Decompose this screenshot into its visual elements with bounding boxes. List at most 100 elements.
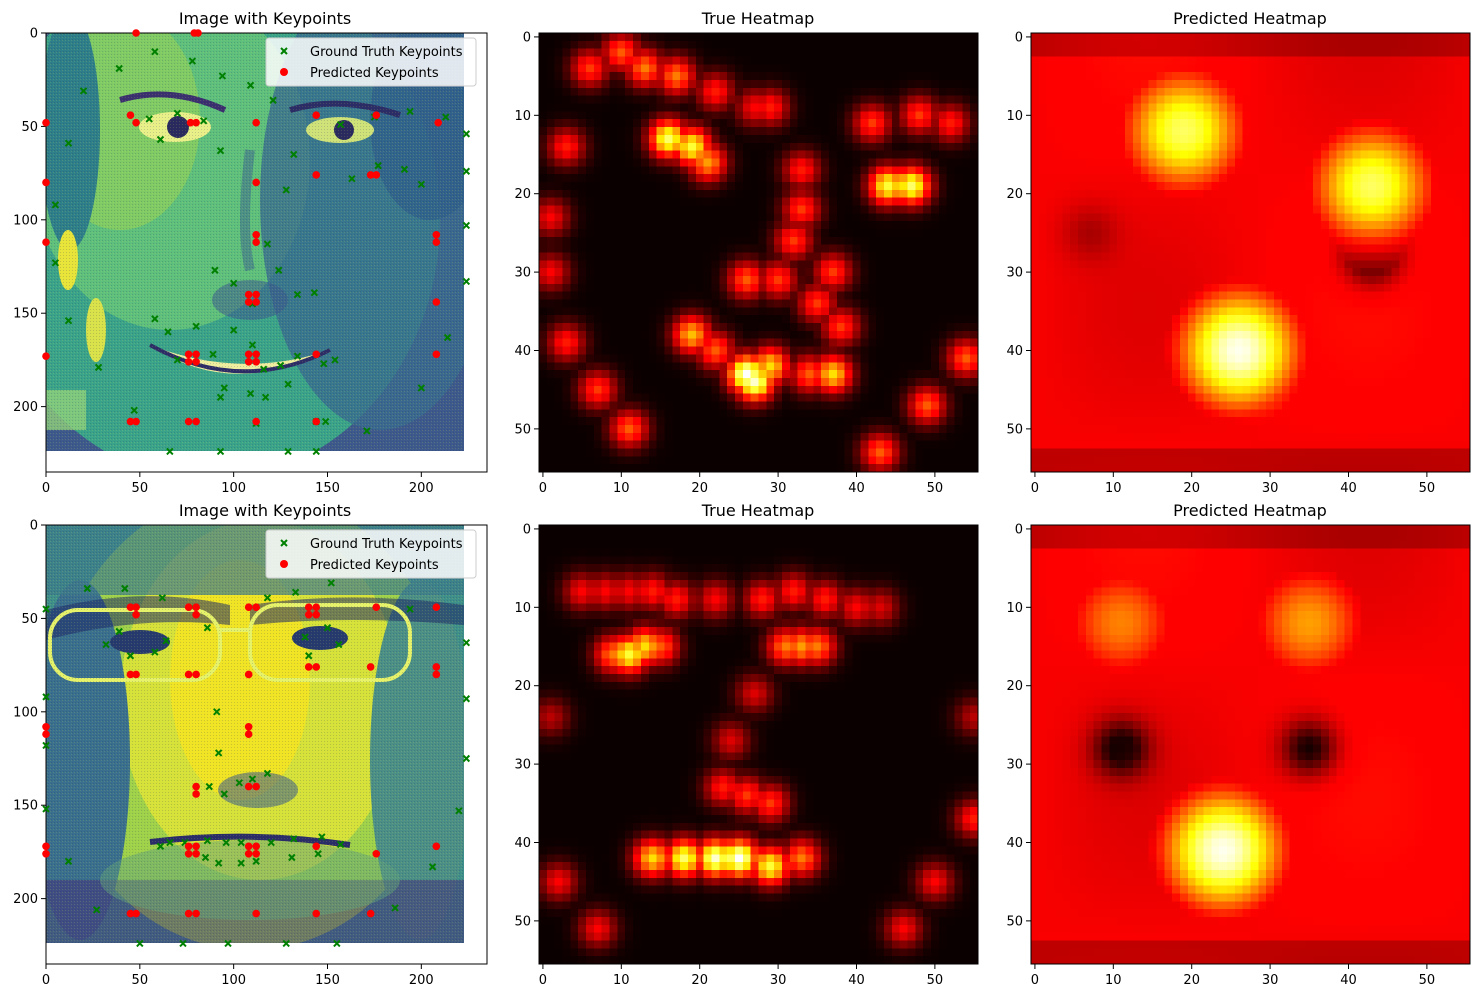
ground-truth-point	[263, 240, 272, 248]
predicted-point	[312, 663, 321, 671]
predicted-point	[252, 842, 260, 851]
predicted-heatmap-image	[1031, 33, 1470, 472]
ground-truth-point	[201, 853, 210, 862]
true-heatmap-image	[539, 33, 978, 472]
ground-truth-point	[246, 81, 255, 90]
x-tick-label: 10	[1105, 481, 1122, 496]
ground-truth-point	[213, 708, 221, 716]
legend: Ground Truth Keypoints Predicted Keypoin…	[265, 529, 477, 579]
axes-frame	[1030, 32, 1471, 473]
predicted-point	[244, 350, 253, 359]
predicted-point	[42, 238, 50, 247]
axes-frame	[538, 32, 979, 473]
x-tick-label: 50	[927, 481, 944, 496]
ground-truth-point	[314, 850, 322, 858]
predicted-point	[192, 842, 200, 851]
y-tick-label: 100	[13, 705, 38, 720]
predicted-point	[244, 849, 253, 858]
predicted-point	[132, 417, 140, 426]
y-tick-label: 50	[21, 612, 38, 627]
y-tick-label: 30	[1006, 266, 1023, 281]
predicted-heatmap-image	[1031, 525, 1470, 964]
ground-truth-point	[269, 96, 277, 104]
ground-truth-point	[417, 384, 426, 392]
ground-truth-point	[173, 356, 182, 364]
x-tick-label: 20	[1183, 481, 1200, 496]
predicted-point	[42, 118, 50, 127]
predicted-point	[432, 603, 441, 611]
x-tick-label: 10	[613, 481, 630, 496]
predicted-point	[312, 842, 321, 851]
predicted-point	[126, 909, 135, 918]
ground-truth-point	[417, 180, 426, 189]
legend-box	[265, 529, 477, 579]
y-tick-label: 50	[1006, 422, 1023, 437]
ground-truth-point	[136, 939, 144, 948]
ground-truth-point	[115, 627, 123, 636]
ground-truth-point	[151, 315, 159, 323]
ground-truth-point	[205, 782, 213, 791]
x-tick-label: 30	[770, 973, 787, 988]
panel-title: Image with Keypoints	[179, 501, 351, 520]
y-tick-label: 150	[13, 307, 38, 322]
predicted-point	[194, 29, 202, 37]
x-tick-label: 50	[132, 481, 149, 496]
predicted-point	[132, 603, 140, 611]
predicted-point	[252, 230, 260, 239]
predicted-point	[366, 909, 375, 918]
panel-r1c0: Image with Keypoints	[13, 501, 488, 988]
predicted-point	[366, 171, 375, 179]
y-tick-label: 40	[1006, 836, 1023, 851]
predicted-point	[304, 610, 313, 619]
predicted-point	[126, 603, 135, 611]
predicted-point	[252, 603, 260, 611]
predicted-point	[184, 350, 193, 359]
ground-truth-point	[115, 64, 123, 73]
axes-frame	[538, 524, 979, 965]
ground-truth-point	[336, 120, 345, 129]
ground-truth-point	[335, 640, 343, 649]
x-tick-label: 10	[613, 973, 630, 988]
panel-title: Predicted Heatmap	[1173, 501, 1327, 520]
ground-truth-point	[173, 109, 182, 118]
y-tick-label: 20	[1006, 679, 1023, 694]
predicted-point	[372, 111, 381, 119]
y-tick-label: 50	[1006, 914, 1023, 929]
ground-truth-point	[64, 316, 73, 325]
predicted-point	[312, 909, 321, 918]
legend-pred-label: Predicted Keypoints	[310, 558, 439, 573]
predicted-point	[252, 178, 260, 187]
predicted-point	[42, 178, 50, 187]
x-tick-label: 150	[315, 481, 340, 496]
predicted-point	[432, 663, 441, 671]
x-tick-label: 0	[1031, 973, 1039, 988]
predicted-point	[42, 352, 50, 360]
predicted-point	[252, 350, 260, 359]
panel-title: Image with Keypoints	[179, 9, 351, 28]
ground-truth-point	[126, 652, 135, 660]
predicted-point	[184, 603, 193, 611]
ground-truth-point	[235, 779, 243, 787]
ground-truth-point	[94, 363, 103, 372]
panel-title: True Heatmap	[701, 9, 815, 28]
predicted-point	[312, 603, 321, 611]
y-tick-label: 20	[514, 679, 531, 694]
predicted-point	[192, 357, 200, 366]
ground-truth-point	[145, 115, 153, 123]
ground-truth-point	[246, 389, 255, 398]
y-tick-label: 0	[30, 519, 38, 534]
axes: 0 10 20 30 40 50 0 10 20 30 40 50	[1006, 30, 1471, 496]
y-tick-label: 10	[1006, 601, 1023, 616]
axes: 0 10 20 30 40 50 0 10 20 30 40 50	[514, 522, 979, 988]
ground-truth-point	[209, 350, 217, 359]
panel-r1c2: Predicted Heatmap 0 10 20 30 40 50 0 10 20 30 40 50	[1006, 501, 1471, 988]
predicted-point	[244, 298, 253, 306]
ground-truth-point	[220, 790, 228, 798]
predicted-point	[244, 782, 253, 791]
ground-truth-point	[130, 406, 138, 415]
ground-truth-point	[263, 594, 272, 602]
y-tick-label: 10	[514, 601, 531, 616]
predicted-point	[432, 842, 441, 851]
x-tick-label: 0	[42, 973, 50, 988]
